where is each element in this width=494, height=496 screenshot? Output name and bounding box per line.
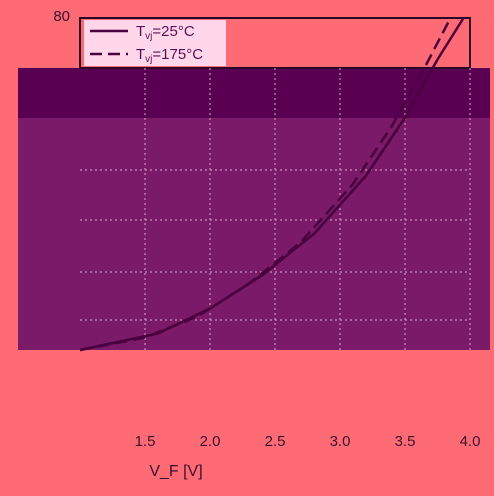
x-tick-label-1: 2.0 [200,433,221,450]
x-tick-label-0: 1.5 [135,433,156,450]
y-tick-label-80: 80 [53,8,70,25]
legend-box [84,20,226,66]
x-axis-title: V_F [V] [149,463,202,480]
x-tick-label-2: 2.5 [265,433,286,450]
legend: Tvj=25°C Tvj=175°C [84,20,226,66]
legend-entry-25: Tvj=25°C [136,23,195,42]
x-tick-label-5: 4.0 [460,433,481,450]
x-tick-label-3: 3.0 [330,433,351,450]
series-line-1 [79,17,452,352]
x-tick-label-4: 3.5 [395,433,416,450]
grid [80,68,471,350]
legend-entry-175: Tvj=175°C [136,46,203,65]
x-tick-labels: 1.5 2.0 2.5 3.0 3.5 4.0 [135,433,481,450]
series-layer [79,17,465,352]
